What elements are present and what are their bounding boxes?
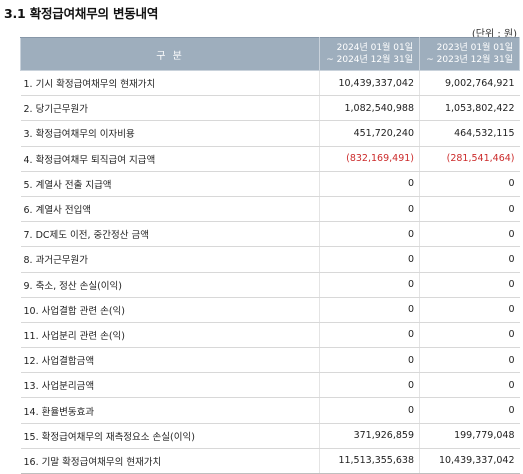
row-label: 16. 기말 확정급여채무의 현재가치 xyxy=(20,448,320,474)
current-period-value: 0 xyxy=(319,246,420,273)
current-period-value: 451,720,240 xyxy=(319,120,420,147)
table-row: 16. 기말 확정급여채무의 현재가치 11,513,355,638 10,439,… xyxy=(20,448,520,474)
table-body: 1. 기시 확정급여채무의 현재가치 10,439,337,042 9,002,76… xyxy=(20,70,520,474)
current-period-value: 0 xyxy=(319,221,420,248)
current-period-value: (832,169,491) xyxy=(319,146,420,172)
table-row: 14. 환율변동효과 0 0 xyxy=(20,397,520,424)
row-label: 7. DC제도 이전, 중간정산 금액 xyxy=(20,221,320,248)
previous-period-value: 0 xyxy=(419,322,520,349)
table-row: 13. 사업분리금액 0 0 xyxy=(20,372,520,399)
row-label: 12. 사업결합금액 xyxy=(20,347,320,374)
previous-period-value: 0 xyxy=(419,297,520,323)
row-label: 8. 과거근무원가 xyxy=(20,246,320,273)
table-row: 15. 확정급여채무의 재측정요소 손실(이익) 371,926,859 199,7… xyxy=(20,423,520,449)
header-current-start: 2024년 01월 01일 xyxy=(336,43,413,53)
header-label: 구 분 xyxy=(20,37,320,71)
table-row: 10. 사업결합 관련 손(익) 0 0 xyxy=(20,297,520,323)
row-label: 10. 사업결합 관련 손(익) xyxy=(20,297,320,323)
section-title: 3.1 확정급여채무의 변동내역 xyxy=(4,6,159,21)
table-row: 2. 당기근무원가 1,082,540,988 1,053,802,422 xyxy=(20,95,520,122)
current-period-value: 10,439,337,042 xyxy=(319,70,420,97)
previous-period-value: 0 xyxy=(419,397,520,424)
header-previous-start: 2023년 01월 01일 xyxy=(436,43,513,53)
header-current-period: 2024년 01월 01일 ~ 2024년 12월 31일 xyxy=(319,37,420,71)
row-label: 9. 축소, 정산 손실(이익) xyxy=(20,272,320,298)
header-previous-period: 2023년 01월 01일 ~ 2023년 12월 31일 xyxy=(419,37,520,71)
current-period-value: 0 xyxy=(319,196,420,223)
previous-period-value: 0 xyxy=(419,272,520,298)
row-label: 1. 기시 확정급여채무의 현재가치 xyxy=(20,70,320,97)
table-row: 11. 사업분리 관련 손(익) 0 0 xyxy=(20,322,520,349)
previous-period-value: 1,053,802,422 xyxy=(419,95,520,122)
previous-period-value: 0 xyxy=(419,372,520,399)
previous-period-value: 0 xyxy=(419,221,520,248)
row-label: 4. 확정급여채무 퇴직급여 지급액 xyxy=(20,146,320,172)
current-period-value: 0 xyxy=(319,372,420,399)
header-current-end: ~ 2024년 12월 31일 xyxy=(326,55,413,65)
table-header-row: 구 분 2024년 01월 01일 ~ 2024년 12월 31일 2023년 … xyxy=(20,37,520,71)
table-row: 7. DC제도 이전, 중간정산 금액 0 0 xyxy=(20,221,520,248)
table-row: 12. 사업결합금액 0 0 xyxy=(20,347,520,374)
row-label: 11. 사업분리 관련 손(익) xyxy=(20,322,320,349)
table-row: 4. 확정급여채무 퇴직급여 지급액 (832,169,491) (281,541,… xyxy=(20,146,520,172)
row-label: 14. 환율변동효과 xyxy=(20,397,320,424)
current-period-value: 11,513,355,638 xyxy=(319,448,420,474)
previous-period-value: (281,541,464) xyxy=(419,146,520,172)
header-previous-end: ~ 2023년 12월 31일 xyxy=(426,55,513,65)
previous-period-value: 9,002,764,921 xyxy=(419,70,520,97)
current-period-value: 1,082,540,988 xyxy=(319,95,420,122)
previous-period-value: 0 xyxy=(419,347,520,374)
previous-period-value: 464,532,115 xyxy=(419,120,520,147)
row-label: 3. 확정급여채무의 이자비용 xyxy=(20,120,320,147)
row-label: 2. 당기근무원가 xyxy=(20,95,320,122)
previous-period-value: 0 xyxy=(419,246,520,273)
current-period-value: 371,926,859 xyxy=(319,423,420,449)
current-period-value: 0 xyxy=(319,347,420,374)
previous-period-value: 0 xyxy=(419,171,520,197)
table-row: 3. 확정급여채무의 이자비용 451,720,240 464,532,115 xyxy=(20,120,520,147)
current-period-value: 0 xyxy=(319,171,420,197)
current-period-value: 0 xyxy=(319,272,420,298)
row-label: 15. 확정급여채무의 재측정요소 손실(이익) xyxy=(20,423,320,449)
table-row: 1. 기시 확정급여채무의 현재가치 10,439,337,042 9,002,76… xyxy=(20,70,520,97)
benefit-obligation-table: 구 분 2024년 01월 01일 ~ 2024년 12월 31일 2023년 … xyxy=(20,37,520,474)
previous-period-value: 10,439,337,042 xyxy=(419,448,520,474)
table-row: 5. 계열사 전출 지급액 0 0 xyxy=(20,171,520,197)
current-period-value: 0 xyxy=(319,297,420,323)
current-period-value: 0 xyxy=(319,322,420,349)
table-row: 8. 과거근무원가 0 0 xyxy=(20,246,520,273)
row-label: 6. 계열사 전입액 xyxy=(20,196,320,223)
table-row: 6. 계열사 전입액 0 0 xyxy=(20,196,520,223)
unit-label: (단위 : 원) xyxy=(471,29,517,40)
previous-period-value: 0 xyxy=(419,196,520,223)
row-label: 5. 계열사 전출 지급액 xyxy=(20,171,320,197)
current-period-value: 0 xyxy=(319,397,420,424)
table-row: 9. 축소, 정산 손실(이익) 0 0 xyxy=(20,272,520,298)
previous-period-value: 199,779,048 xyxy=(419,423,520,449)
row-label: 13. 사업분리금액 xyxy=(20,372,320,399)
